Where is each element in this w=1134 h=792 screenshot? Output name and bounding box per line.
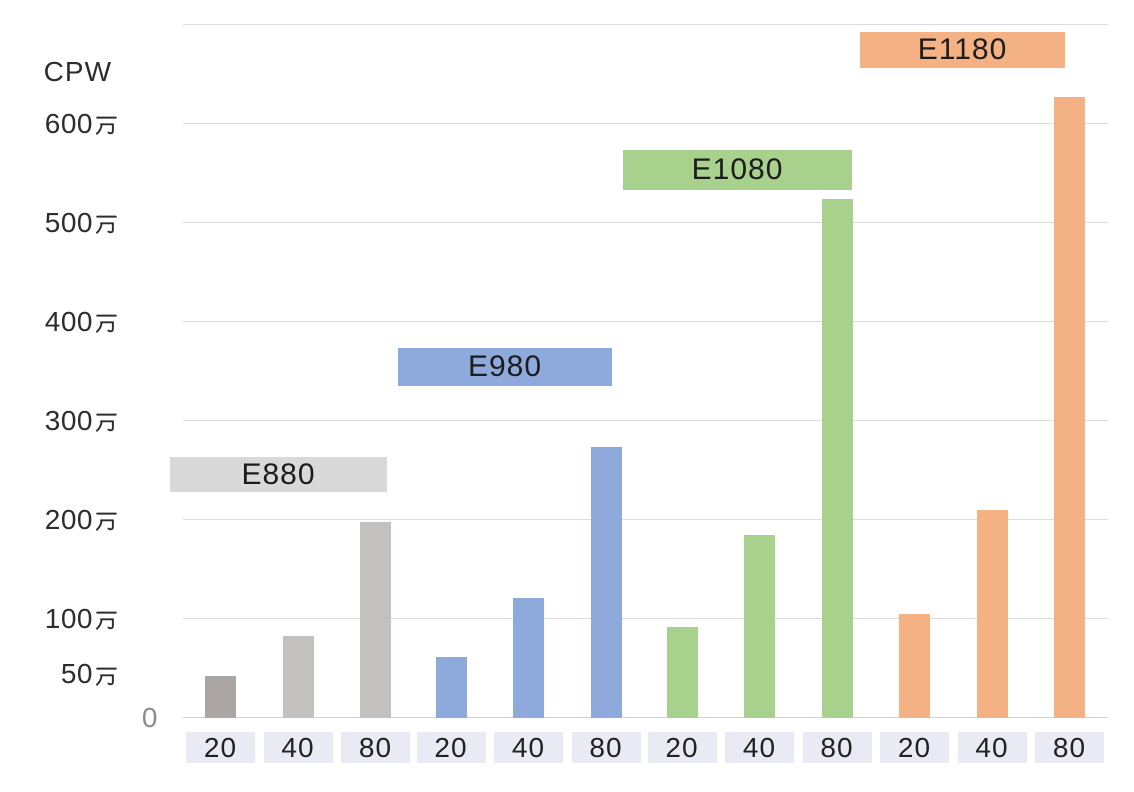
x-tick-label: 80 xyxy=(358,731,393,763)
bar-e1180-40 xyxy=(976,509,1008,718)
y-tick-text: 300 xyxy=(44,404,93,436)
man-unit-glyph xyxy=(95,512,117,531)
man-unit-glyph xyxy=(95,667,117,686)
x-tick-label: 40 xyxy=(511,731,546,763)
x-axis-baseline xyxy=(183,716,1108,719)
x-tick-e1080-20: 20 xyxy=(647,731,717,763)
man-unit-glyph xyxy=(95,413,117,432)
man-unit-glyph xyxy=(95,611,117,630)
gridline-100man xyxy=(183,617,1108,620)
x-tick-e880-40: 40 xyxy=(263,731,333,763)
y-tick-50: 50 xyxy=(0,659,118,689)
x-tick-label: 20 xyxy=(897,731,932,763)
y-tick-500: 500 xyxy=(0,206,118,238)
series-label-text: E880 xyxy=(241,457,316,491)
x-tick-label: 40 xyxy=(281,731,315,763)
series-label-e980: E980 xyxy=(398,348,612,386)
bar-e980-40 xyxy=(513,597,544,718)
y-tick-text: 100 xyxy=(44,602,93,634)
bar-e1180-20 xyxy=(899,613,930,718)
bar-e880-40 xyxy=(282,636,314,718)
x-tick-e980-20: 20 xyxy=(416,731,486,763)
bar-e1080-40 xyxy=(744,535,775,718)
y-tick-text: 0 xyxy=(141,701,158,733)
series-label-e880: E880 xyxy=(170,457,387,492)
x-tick-label: 20 xyxy=(665,731,699,763)
bar-e980-20 xyxy=(435,657,467,718)
gridline-500man xyxy=(183,221,1108,224)
gridline-600man xyxy=(183,122,1108,125)
y-tick-text: 200 xyxy=(44,503,93,535)
x-tick-e880-80: 80 xyxy=(341,732,410,763)
y-tick-0: 0 xyxy=(0,701,158,733)
x-tick-e1180-20: 20 xyxy=(880,732,949,763)
y-tick-100: 100 xyxy=(0,602,118,634)
man-unit-glyph xyxy=(95,215,117,234)
series-label-text: E980 xyxy=(467,350,543,383)
x-tick-e880-20: 20 xyxy=(186,732,255,763)
x-tick-e980-40: 40 xyxy=(494,732,563,763)
x-tick-label: 40 xyxy=(742,731,777,763)
x-tick-label: 20 xyxy=(203,731,238,763)
bar-e880-20 xyxy=(205,675,236,718)
x-tick-label: 80 xyxy=(589,731,623,763)
y-tick-400: 400 xyxy=(0,305,118,337)
y-tick-text: 50 xyxy=(60,658,93,689)
x-tick-label: 40 xyxy=(975,731,1009,763)
bar-e880-80 xyxy=(360,522,391,718)
y-axis-title: CPW xyxy=(43,56,112,87)
x-tick-label: 80 xyxy=(820,731,854,763)
x-tick-e1080-80: 80 xyxy=(802,731,872,763)
gridline-700man xyxy=(183,23,1108,26)
x-tick-e1180-40: 40 xyxy=(957,731,1027,763)
series-label-e1080: E1080 xyxy=(623,150,852,190)
bar-e980-80 xyxy=(590,447,622,718)
x-tick-label: 80 xyxy=(1052,731,1087,763)
series-label-e1180: E1180 xyxy=(860,32,1065,68)
y-tick-text: 400 xyxy=(44,305,93,337)
x-tick-e1080-40: 40 xyxy=(725,732,794,763)
x-tick-e980-80: 80 xyxy=(571,731,641,763)
y-tick-text: 500 xyxy=(44,206,93,238)
bar-e1080-80 xyxy=(821,198,853,718)
bar-e1080-20 xyxy=(666,627,698,718)
gridline-300man xyxy=(183,419,1108,422)
bar-e1180-80 xyxy=(1054,96,1085,718)
y-tick-300: 300 xyxy=(0,404,118,436)
man-unit-glyph xyxy=(95,314,117,333)
y-tick-text: 600 xyxy=(44,107,93,139)
gridline-200man xyxy=(183,518,1108,521)
y-tick-600: 600 xyxy=(0,107,118,139)
man-unit-glyph xyxy=(95,116,117,135)
y-tick-200: 200 xyxy=(0,503,118,535)
x-tick-e1180-80: 80 xyxy=(1035,732,1104,763)
x-tick-label: 20 xyxy=(434,731,468,763)
series-label-text: E1180 xyxy=(917,33,1008,66)
gridline-400man xyxy=(183,320,1108,323)
series-label-text: E1080 xyxy=(691,153,784,186)
